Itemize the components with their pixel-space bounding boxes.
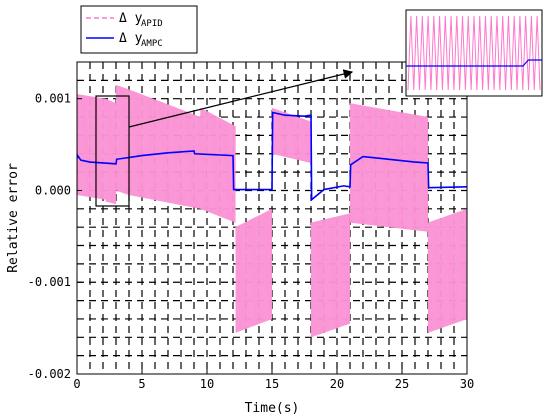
x-tick-label: 30	[460, 377, 474, 391]
x-tick-label: 20	[330, 377, 344, 391]
inset-ampc-line	[406, 59, 542, 67]
legend-apid-subscript: APID	[141, 19, 163, 29]
y-axis-label: Relative error	[6, 163, 21, 273]
legend-ampc-label: Δ y	[119, 31, 143, 46]
legend-apid-label: Δ y	[119, 11, 143, 26]
x-axis-label: Time(s)	[245, 401, 300, 416]
x-tick-label: 25	[395, 377, 409, 391]
x-axis: 0 5 10 15 20 25 30	[73, 369, 474, 391]
zoom-arrow	[128, 69, 354, 128]
zoom-inset	[405, 9, 543, 97]
legend-ampc-subscript: AMPC	[141, 39, 163, 49]
x-tick-label: 15	[265, 377, 279, 391]
legend: Δ y APID Δ y AMPC	[80, 5, 198, 54]
y-tick-label: -0.002	[28, 367, 71, 381]
y-axis: -0.002 -0.001 0.000 0.001	[28, 92, 82, 381]
apid-series	[77, 84, 467, 338]
zoom-region-box	[95, 95, 130, 207]
x-tick-label: 10	[200, 377, 214, 391]
x-tick-label: 5	[138, 377, 145, 391]
x-tick-label: 0	[73, 377, 80, 391]
ampc-series	[77, 111, 467, 202]
inset-apid-osc	[407, 15, 541, 91]
y-tick-label: 0.001	[35, 92, 71, 106]
y-tick-label: -0.001	[28, 275, 71, 289]
ampc-line	[77, 111, 467, 202]
y-tick-label: 0.000	[35, 183, 71, 197]
